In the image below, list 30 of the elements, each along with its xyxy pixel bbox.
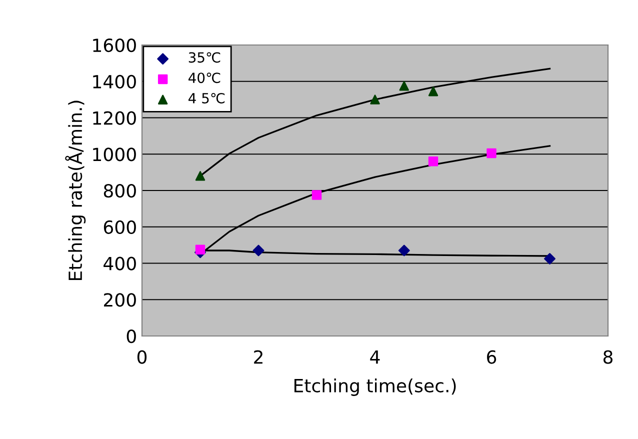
x-tick-label: 0 — [137, 350, 147, 364]
point — [399, 81, 409, 91]
x-tick-label: 4 — [370, 350, 380, 364]
y-tick-label: 1600 — [93, 38, 136, 52]
legend-label: 4 5℃ — [188, 92, 225, 104]
legend-label: 35℃ — [188, 52, 220, 63]
y-tick-label: 1400 — [93, 74, 136, 88]
point — [486, 148, 496, 158]
y-tick-label: 1200 — [93, 111, 136, 125]
point — [195, 244, 206, 254]
legend-label: 40℃ — [188, 72, 220, 84]
y-tick-label: 400 — [104, 256, 136, 270]
point — [398, 244, 410, 256]
point — [544, 253, 556, 264]
y-tick-label: 0 — [126, 329, 136, 344]
point — [428, 86, 438, 96]
point — [370, 94, 380, 104]
y-tick-label: 200 — [104, 293, 136, 307]
point — [252, 244, 264, 256]
x-tick-label: 6 — [487, 350, 496, 364]
point — [428, 156, 438, 166]
x-tick-label: 2 — [254, 350, 262, 364]
point — [312, 190, 322, 200]
y-tick-label: 800 — [104, 184, 136, 198]
y-tick-label: 1000 — [93, 148, 136, 162]
y-tick-label: 600 — [104, 220, 136, 234]
y-axis-title: Etching rate(Å/min.) — [65, 100, 86, 280]
x-tick-label: 8 — [603, 350, 613, 364]
x-axis-title: Etching time(sec.) — [294, 378, 456, 396]
point — [195, 171, 206, 181]
